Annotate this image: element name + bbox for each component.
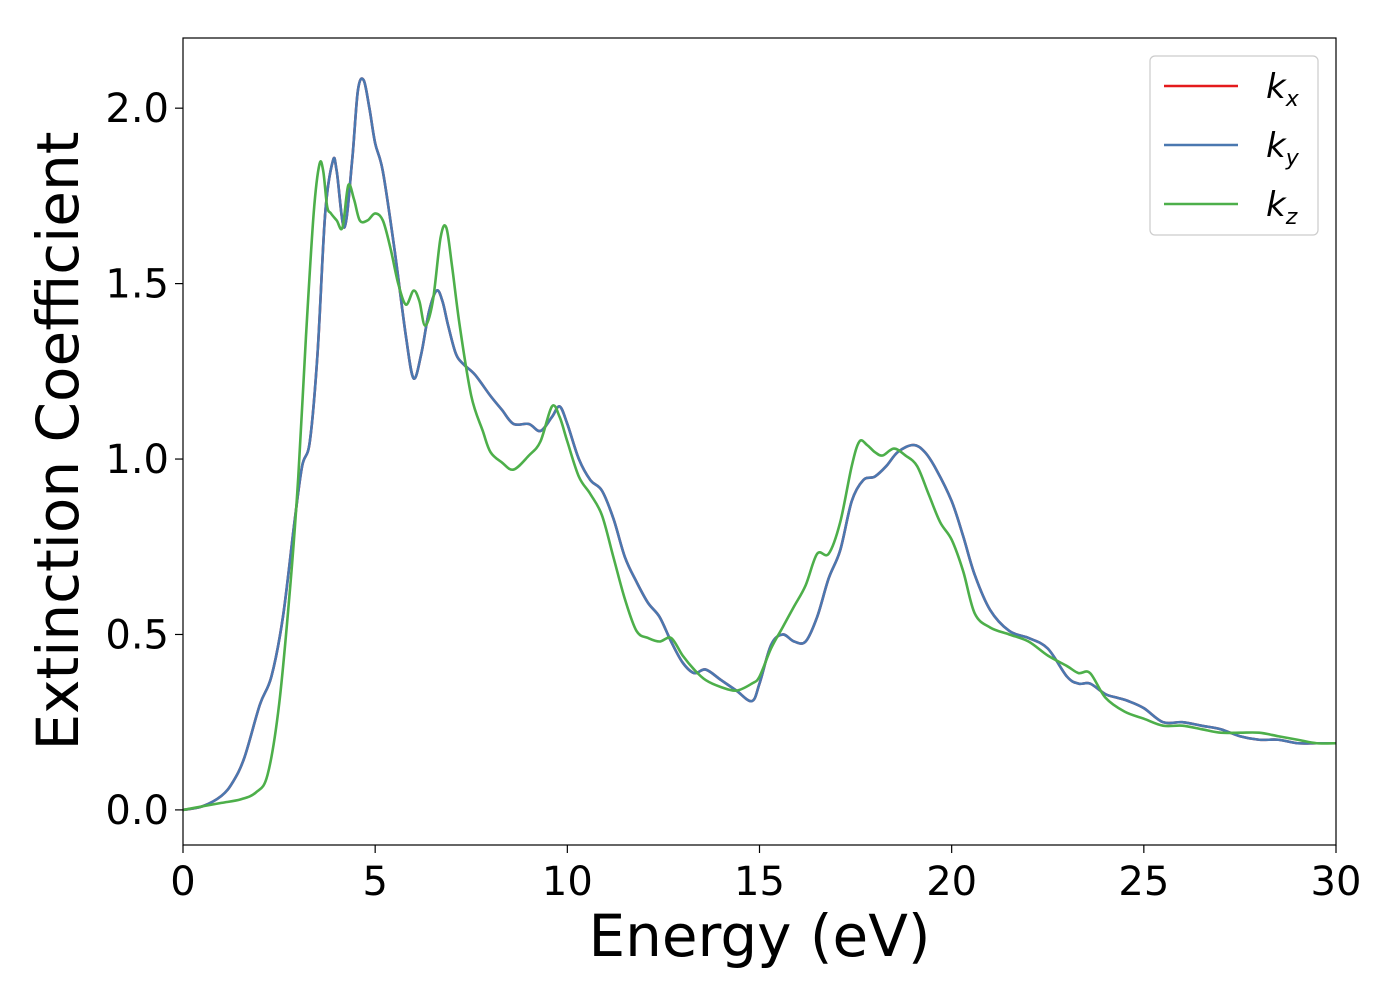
x-tick-label: 5 <box>362 859 387 905</box>
x-tick-label: 25 <box>1118 859 1169 905</box>
y-tick-label: 1.5 <box>105 262 169 308</box>
y-tick-label: 0.5 <box>105 612 169 658</box>
y-axis: 0.0 0.5 1.0 1.5 2.0 <box>105 86 183 834</box>
legend-label: kz <box>1266 185 1298 230</box>
x-axis-label: Energy (eV) <box>588 902 930 970</box>
x-axis: 0 5 10 15 20 25 30 <box>170 845 1361 905</box>
legend-label: ky <box>1266 126 1300 171</box>
series-line-y <box>183 77 1336 812</box>
series-lines <box>183 77 1336 812</box>
x-tick-label: 0 <box>170 859 195 905</box>
legend-item-x: kx <box>1164 67 1300 112</box>
legend-item-y: ky <box>1164 126 1300 171</box>
y-tick-label: 0.0 <box>105 788 169 834</box>
legend-item-z: kz <box>1164 185 1298 230</box>
x-tick-label: 30 <box>1311 859 1362 905</box>
series-line-z <box>183 160 1336 812</box>
legend: kx ky kz <box>1149 55 1319 236</box>
x-tick-label: 10 <box>542 859 593 905</box>
legend-label: kx <box>1266 67 1300 112</box>
series-layer <box>183 77 1336 812</box>
x-tick-label: 15 <box>734 859 785 905</box>
y-tick-label: 2.0 <box>105 86 169 132</box>
y-tick-label: 1.0 <box>105 437 169 483</box>
x-tick-label: 20 <box>926 859 977 905</box>
y-axis-label: Extinction Coefficient <box>24 132 92 751</box>
